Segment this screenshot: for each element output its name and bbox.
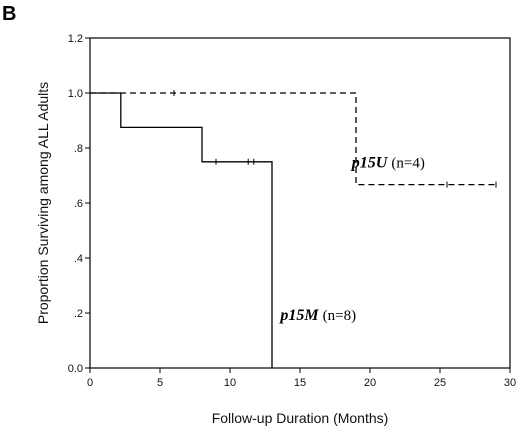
x-tick-label: 30 (504, 377, 516, 389)
axis-ticks: 0 5 10 15 20 25 30 0.0 .2 .4 .6 .8 1.0 1.2 (68, 33, 516, 389)
y-tick-label: .6 (74, 198, 83, 210)
x-axis-title: Follow-up Duration (Months) (212, 410, 389, 426)
y-tick-label: .2 (74, 308, 83, 320)
series-name: p15U (350, 154, 389, 171)
y-tick-label: .8 (74, 143, 83, 155)
y-tick-label: 1.2 (68, 33, 83, 45)
x-tick-label: 0 (87, 377, 93, 389)
series-line-p15M (90, 92, 273, 368)
survival-curves (90, 90, 497, 368)
y-tick-label: 0.0 (68, 363, 83, 375)
series-label-p15U: p15U (n=4) (350, 154, 425, 171)
x-tick-label: 10 (224, 377, 236, 389)
y-tick-label: .4 (74, 253, 83, 265)
series-label-p15M: p15M (n=8) (278, 307, 356, 324)
series-n-label: (n=8) (323, 308, 356, 324)
y-tick-label: 1.0 (68, 88, 83, 100)
series-n-label: (n=4) (391, 155, 424, 171)
x-tick-label: 25 (434, 377, 446, 389)
series-line-p15U (90, 92, 496, 186)
series-annotations: p15U (n=4) p15M (n=8) (278, 154, 424, 324)
series-name: p15M (278, 307, 319, 324)
x-tick-label: 5 (157, 377, 163, 389)
y-axis-title: Proportion Surviving among ALL Adults (35, 82, 51, 324)
x-tick-label: 15 (294, 377, 306, 389)
panel-label: B (2, 3, 16, 25)
x-tick-label: 20 (364, 377, 376, 389)
